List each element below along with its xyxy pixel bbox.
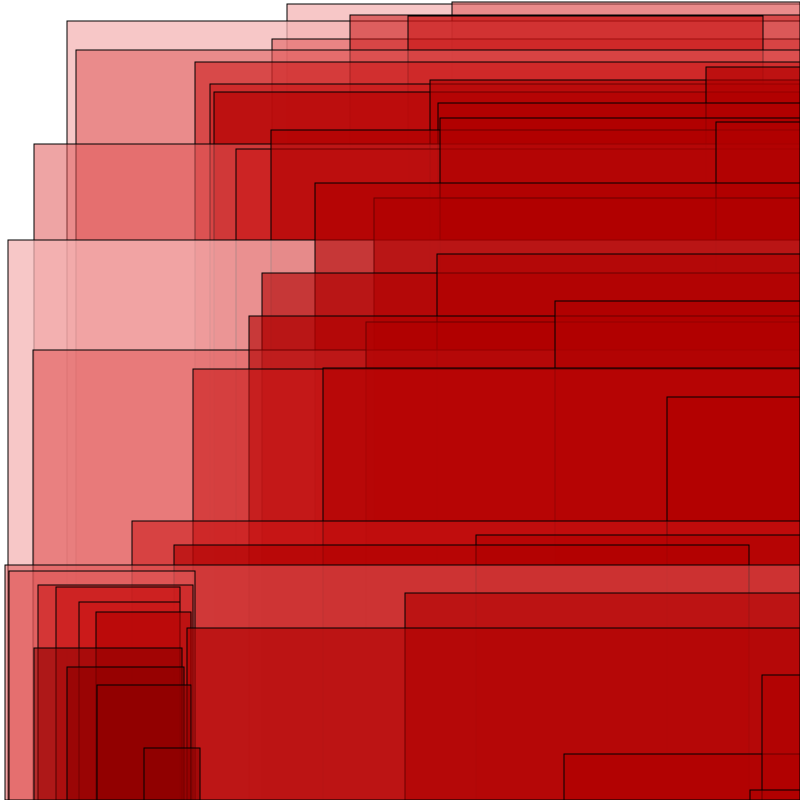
translucent-rectangle — [761, 674, 800, 800]
translucent-rectangle — [143, 747, 201, 800]
translucent-rectangle — [749, 789, 800, 800]
